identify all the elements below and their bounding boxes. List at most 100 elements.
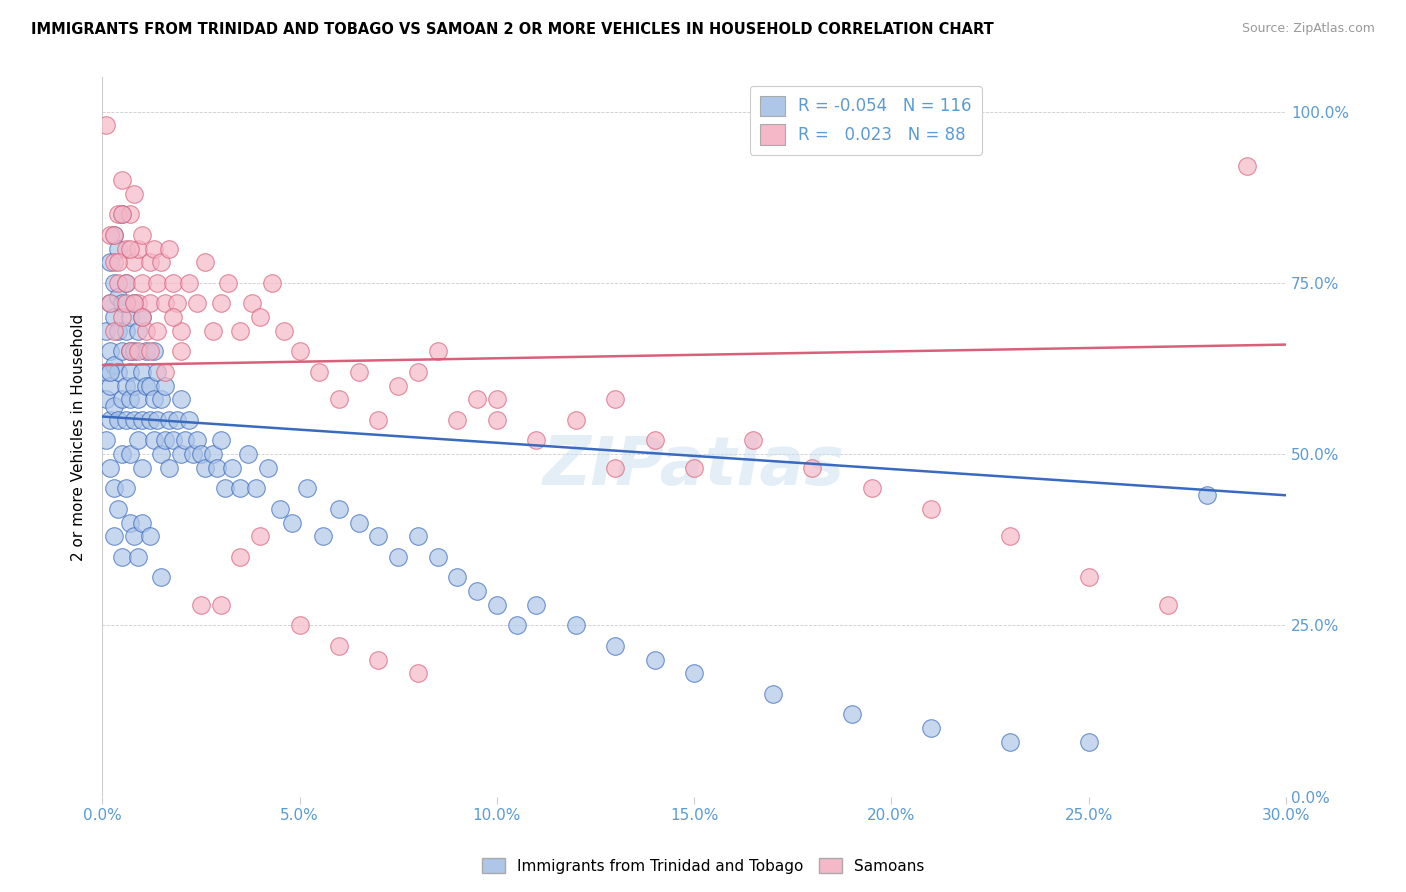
Point [209, 598, 232, 612]
Point [387, 378, 409, 392]
Point [524, 434, 547, 448]
Point [186, 296, 208, 310]
Point [98, 365, 121, 379]
Point [131, 310, 153, 325]
Point [122, 378, 145, 392]
Point [328, 392, 350, 407]
Point [135, 324, 157, 338]
Point [107, 207, 129, 221]
Point [801, 461, 824, 475]
Point [297, 482, 319, 496]
Point [162, 434, 184, 448]
Point [127, 344, 149, 359]
Point [103, 227, 125, 242]
Point [194, 255, 217, 269]
Point [122, 296, 145, 310]
Point [103, 227, 125, 242]
Point [1077, 735, 1099, 749]
Point [127, 242, 149, 256]
Point [103, 358, 125, 372]
Point [98, 296, 121, 310]
Point [142, 344, 165, 359]
Point [131, 227, 153, 242]
Point [96, 324, 118, 338]
Point [118, 344, 141, 359]
Point [127, 392, 149, 407]
Point [1077, 570, 1099, 584]
Point [170, 344, 193, 359]
Point [485, 392, 508, 407]
Point [194, 461, 217, 475]
Point [107, 413, 129, 427]
Point [181, 447, 204, 461]
Point [201, 447, 224, 461]
Point [841, 707, 863, 722]
Point [229, 482, 252, 496]
Point [155, 434, 177, 448]
Point [115, 482, 138, 496]
Point [150, 570, 173, 584]
Point [118, 392, 141, 407]
Point [157, 413, 180, 427]
Point [107, 324, 129, 338]
Point [111, 310, 134, 325]
Point [280, 516, 302, 530]
Point [111, 392, 134, 407]
Point [118, 207, 141, 221]
Point [308, 365, 330, 379]
Point [505, 618, 527, 632]
Point [605, 392, 627, 407]
Point [118, 516, 141, 530]
Point [96, 119, 118, 133]
Point [249, 310, 271, 325]
Point [190, 598, 212, 612]
Point [166, 413, 188, 427]
Point [564, 413, 586, 427]
Point [111, 549, 134, 564]
Point [115, 296, 138, 310]
Point [288, 618, 311, 632]
Point [524, 598, 547, 612]
Point [229, 549, 252, 564]
Point [138, 413, 160, 427]
Point [328, 639, 350, 653]
Point [209, 296, 232, 310]
Point [118, 344, 141, 359]
Point [157, 242, 180, 256]
Point [118, 447, 141, 461]
Point [118, 310, 141, 325]
Point [367, 529, 389, 543]
Point [170, 324, 193, 338]
Point [742, 434, 765, 448]
Point [103, 255, 125, 269]
Point [138, 344, 160, 359]
Point [201, 324, 224, 338]
Point [107, 290, 129, 304]
Point [209, 434, 232, 448]
Point [103, 324, 125, 338]
Point [96, 365, 118, 379]
Point [115, 276, 138, 290]
Point [683, 461, 706, 475]
Point [920, 502, 942, 516]
Point [485, 598, 508, 612]
Point [998, 529, 1021, 543]
Point [249, 529, 271, 543]
Point [605, 461, 627, 475]
Point [111, 296, 134, 310]
Point [762, 687, 785, 701]
Text: Source: ZipAtlas.com: Source: ZipAtlas.com [1241, 22, 1375, 36]
Point [111, 173, 134, 187]
Point [155, 378, 177, 392]
Point [644, 653, 666, 667]
Point [860, 482, 883, 496]
Point [131, 365, 153, 379]
Point [186, 434, 208, 448]
Point [98, 296, 121, 310]
Point [150, 392, 173, 407]
Point [146, 413, 169, 427]
Point [170, 392, 193, 407]
Point [122, 344, 145, 359]
Point [135, 378, 157, 392]
Point [426, 549, 449, 564]
